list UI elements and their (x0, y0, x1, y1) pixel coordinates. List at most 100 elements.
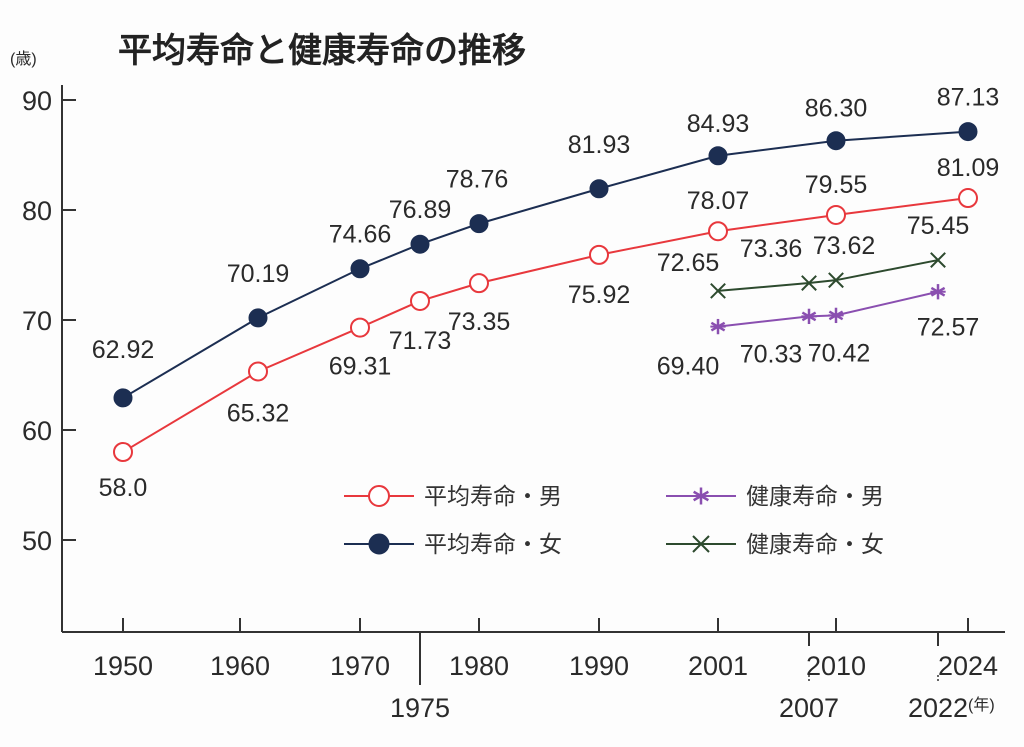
legend-item-avg-male: 平均寿命・男 (344, 484, 562, 510)
data-point-healthy-female (801, 275, 817, 291)
y-tick-label: 70 (22, 306, 52, 336)
legend-label: 健康寿命・男 (746, 484, 884, 510)
data-label-healthy-female: 75.45 (907, 212, 970, 240)
marker-open-circle (958, 188, 978, 209)
marker-open-circle (410, 290, 430, 311)
data-label-avg-male: 69.31 (329, 353, 392, 381)
legend-item-healthy-female: 健康寿命・女 (666, 532, 884, 558)
data-point-avg-female (469, 214, 489, 234)
x-axis-unit-label: (年) (968, 696, 995, 714)
marker-x-stroke (930, 252, 946, 268)
data-point-healthy-female (930, 252, 946, 268)
chart-title: 平均寿命と健康寿命の推移 (118, 31, 526, 71)
data-label-avg-female: 86.30 (805, 95, 868, 123)
y-tick-label: 80 (22, 196, 52, 226)
data-point-avg-male (410, 290, 430, 311)
x-tick-label-lower: 1975 (390, 693, 450, 723)
marker-filled-circle (248, 308, 268, 328)
marker-open-circle (708, 221, 728, 242)
marker-x-stroke (801, 275, 817, 291)
y-tick-label: 90 (22, 86, 52, 116)
marker-filled-circle (589, 179, 609, 199)
data-label-avg-male: 65.32 (227, 399, 290, 427)
x-tick-label: 2024 (938, 651, 998, 681)
marker-filled-circle (113, 388, 133, 408)
data-point-avg-male (826, 204, 846, 225)
marker-filled-circle (469, 214, 489, 234)
data-point-avg-female (826, 131, 846, 151)
data-point-avg-male (113, 442, 133, 462)
data-label-avg-male: 75.92 (568, 281, 631, 309)
data-label-healthy-female: 73.62 (813, 232, 876, 260)
data-label-avg-female: 81.93 (568, 131, 631, 159)
data-point-avg-female (410, 234, 430, 254)
data-point-avg-female (248, 308, 268, 328)
x-tick-label-lower: 2022 (908, 693, 968, 723)
legend-item-healthy-male: 健康寿命・男 (666, 484, 884, 510)
legend-marker (692, 487, 710, 505)
data-point-avg-male (350, 317, 370, 338)
data-label-avg-female: 87.13 (937, 84, 1000, 112)
series-layer (113, 122, 978, 462)
data-label-avg-male: 58.0 (99, 474, 148, 502)
marker-filled-circle (708, 146, 728, 166)
data-point-avg-male (469, 273, 489, 294)
data-label-avg-female: 76.89 (389, 196, 452, 224)
marker-filled-circle (826, 131, 846, 151)
data-point-avg-male (958, 188, 978, 209)
data-label-avg-male: 79.55 (805, 171, 868, 199)
data-label-avg-female: 70.19 (227, 260, 290, 288)
data-label-healthy-female: 72.65 (657, 249, 720, 277)
x-tick-label: 1970 (330, 651, 390, 681)
data-point-healthy-female (710, 282, 726, 299)
marker-filled-circle (368, 533, 390, 555)
x-tick-label-lower: 2007 (779, 693, 839, 723)
marker-open-circle (248, 361, 268, 382)
data-label-avg-female: 78.76 (446, 166, 509, 194)
data-label-avg-male: 78.07 (687, 187, 750, 215)
axes: 90 80 70 60 50 1950 1960 1970 1980 1990 2001 2010 20… (22, 85, 1005, 723)
data-point-healthy-male (801, 308, 817, 325)
x-tick-label: 1960 (210, 651, 270, 681)
data-point-avg-female (958, 122, 978, 142)
data-point-avg-female (708, 146, 728, 166)
data-point-avg-male (589, 244, 609, 265)
data-label-healthy-male: 69.40 (657, 353, 720, 381)
legend-marker (368, 533, 390, 555)
marker-x-stroke (692, 535, 710, 553)
marker-open-circle (826, 204, 846, 225)
y-tick-label: 60 (22, 416, 52, 446)
data-label-avg-male: 81.09 (937, 154, 1000, 182)
legend-marker (692, 535, 710, 553)
marker-open-circle (589, 244, 609, 265)
data-point-healthy-male (710, 318, 726, 335)
y-tick-label: 50 (22, 526, 52, 556)
data-point-avg-male (248, 361, 268, 382)
marker-open-circle (113, 442, 133, 462)
data-label-healthy-male: 70.33 (740, 340, 803, 368)
x-tick-label: 1990 (569, 651, 629, 681)
data-label-healthy-male: 72.57 (917, 314, 980, 342)
series-line-healthy-female (717, 259, 939, 292)
data-label-avg-female: 84.93 (687, 110, 750, 138)
marker-filled-circle (350, 259, 370, 279)
data-point-healthy-female (828, 272, 844, 289)
data-label-avg-female: 62.92 (92, 336, 155, 364)
data-label-healthy-female: 73.36 (740, 235, 803, 263)
series-line-healthy-male (717, 290, 939, 328)
marker-x-stroke (828, 272, 844, 289)
legend-label: 平均寿命・女 (424, 532, 562, 558)
data-point-healthy-male (930, 284, 946, 300)
y-axis-unit-label: (歳) (10, 50, 37, 68)
marker-open-circle (469, 273, 489, 294)
data-label-avg-male: 73.35 (448, 308, 511, 336)
marker-x-stroke (710, 282, 726, 299)
legend-label: 健康寿命・女 (746, 532, 884, 558)
x-tick-label: 1950 (93, 651, 153, 681)
x-tick-label: 2001 (688, 651, 748, 681)
legend-item-avg-female: 平均寿命・女 (344, 532, 562, 558)
data-point-avg-female (589, 179, 609, 199)
